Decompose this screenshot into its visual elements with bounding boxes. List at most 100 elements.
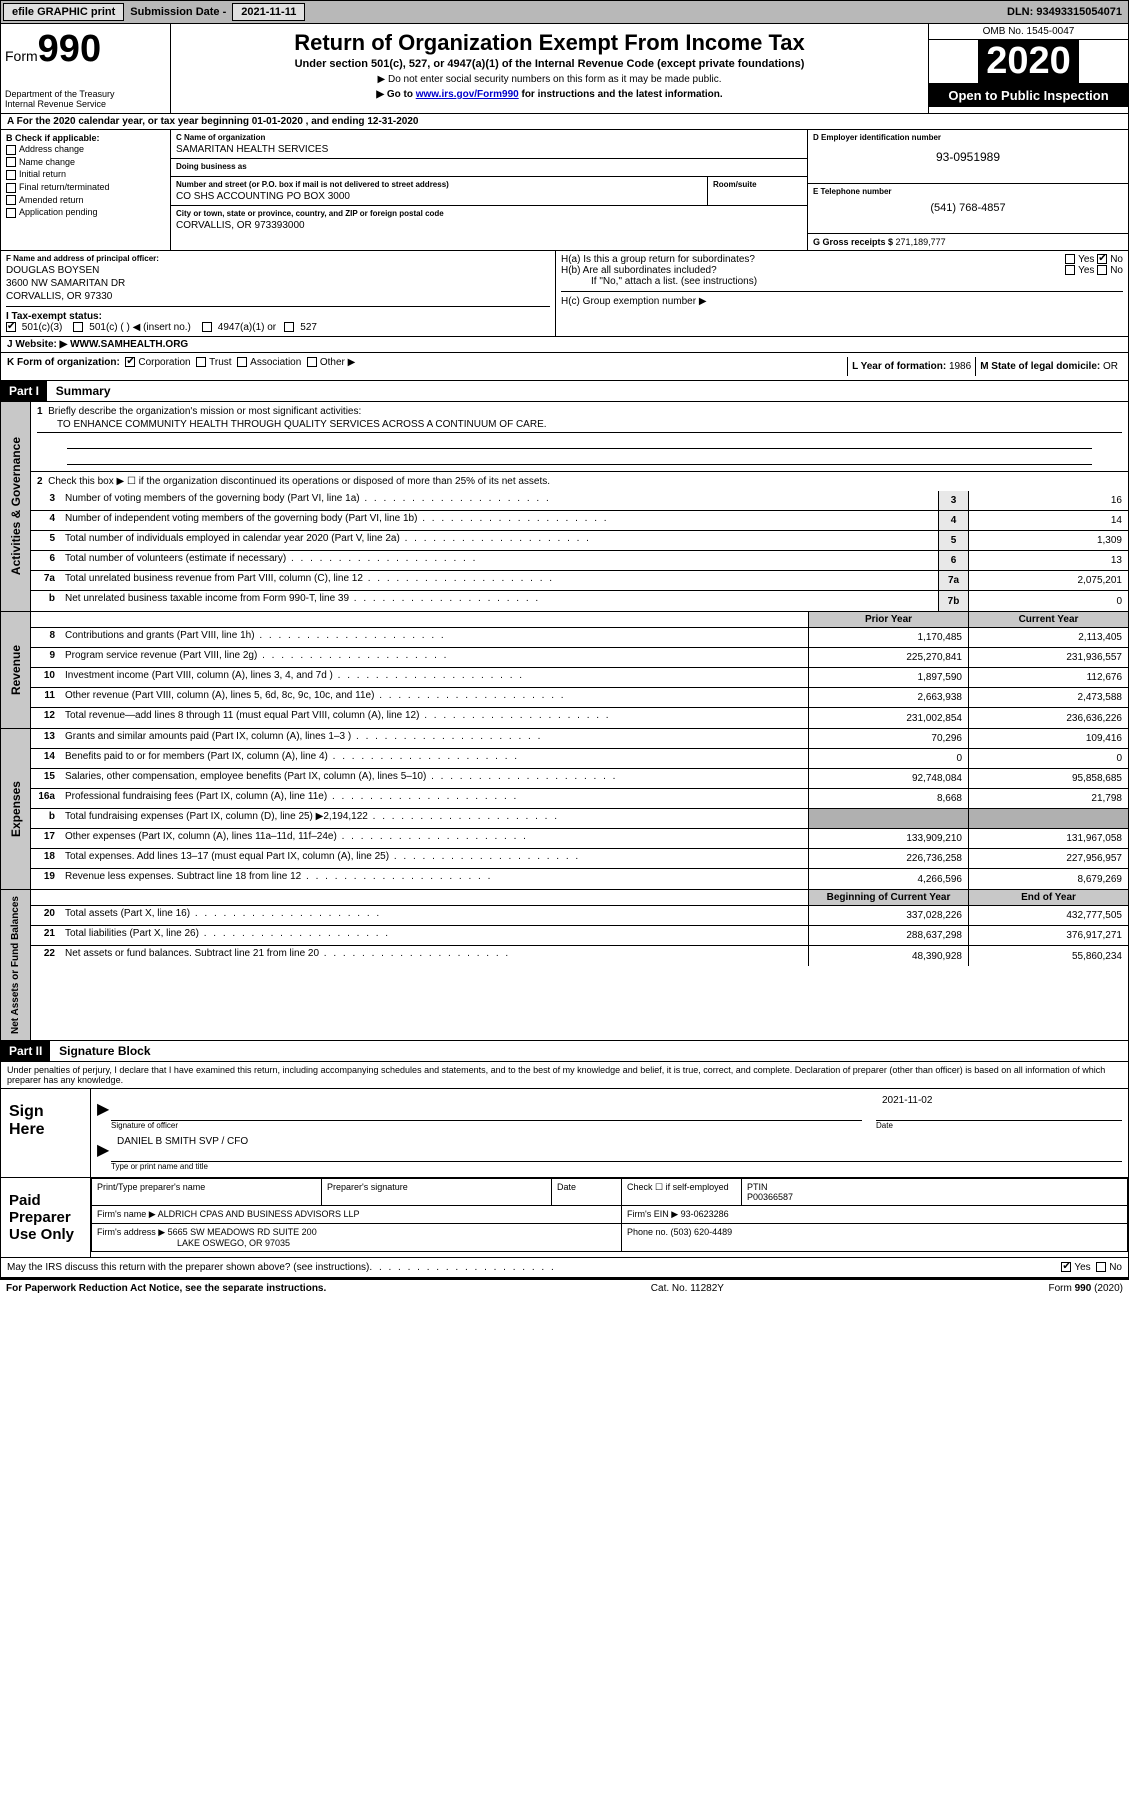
phone-label: E Telephone number (813, 187, 1123, 196)
form-title: Return of Organization Exempt From Incom… (177, 30, 922, 56)
officer-print-name: DANIEL B SMITH SVP / CFO (111, 1136, 248, 1147)
addr-label: Number and street (or P.O. box if mail i… (176, 180, 702, 189)
discuss-no[interactable] (1096, 1262, 1106, 1272)
part2-header: Part II (1, 1041, 50, 1061)
line-22: 22 Net assets or fund balances. Subtract… (31, 946, 1128, 966)
hb-yes[interactable] (1065, 265, 1075, 275)
line-b: b Net unrelated business taxable income … (31, 591, 1128, 611)
cb-4947[interactable] (202, 322, 212, 332)
firm-addr-cell: Firm's address ▶ 5665 SW MEADOWS RD SUIT… (92, 1224, 622, 1252)
submission-date-button[interactable]: 2021-11-11 (232, 3, 305, 21)
line-4: 4 Number of independent voting members o… (31, 511, 1128, 531)
cb-name-change[interactable]: Name change (6, 156, 165, 169)
tax-exempt-label: I Tax-exempt status: (6, 311, 102, 322)
ha-yes[interactable] (1065, 254, 1075, 264)
expenses-section: Expenses 13 Grants and similar amounts p… (0, 729, 1129, 890)
discuss-yes[interactable] (1061, 1262, 1071, 1272)
submission-label: Submission Date - (126, 6, 230, 18)
netassets-section: Net Assets or Fund Balances Beginning of… (0, 890, 1129, 1041)
cb-address-change[interactable]: Address change (6, 143, 165, 156)
cb-application-pending[interactable]: Application pending (6, 206, 165, 219)
irs-discuss-row: May the IRS discuss this return with the… (0, 1258, 1129, 1278)
netassets-vlabel: Net Assets or Fund Balances (8, 890, 23, 1040)
firm-phone-cell: Phone no. (503) 620-4489 (622, 1224, 1128, 1252)
footer-left: For Paperwork Reduction Act Notice, see … (6, 1283, 326, 1294)
dba-value (176, 171, 802, 173)
form-header: Form990 Department of the Treasury Inter… (0, 24, 1129, 114)
current-year-header: Current Year (968, 612, 1128, 627)
line-16a: 16a Professional fundraising fees (Part … (31, 789, 1128, 809)
line-8: 8 Contributions and grants (Part VIII, l… (31, 628, 1128, 648)
prior-year-header: Prior Year (808, 612, 968, 627)
dept-label: Department of the Treasury Internal Reve… (5, 89, 166, 109)
cb-501c3[interactable] (6, 322, 16, 332)
cb-final-return[interactable]: Final return/terminated (6, 181, 165, 194)
ein-label: D Employer identification number (813, 133, 1123, 142)
phone-value: (541) 768-4857 (813, 196, 1123, 214)
org-name: SAMARITAN HEALTH SERVICES (176, 142, 802, 155)
k-row: K Form of organization: Corporation Trus… (0, 353, 1129, 381)
hb-label: H(b) Are all subordinates included? (561, 265, 1065, 276)
checkbox-header: B Check if applicable: (6, 133, 100, 143)
officer-name: DOUGLAS BOYSEN (6, 263, 550, 276)
perjury-text: Under penalties of perjury, I declare th… (0, 1062, 1129, 1089)
sig-caption: Signature of officer (97, 1121, 862, 1130)
sign-here-section: Sign Here ▶ Signature of officer 2021-11… (0, 1089, 1129, 1178)
instructions-link[interactable]: www.irs.gov/Form990 (416, 89, 519, 100)
line-11: 11 Other revenue (Part VIII, column (A),… (31, 688, 1128, 708)
state-domicile: OR (1103, 361, 1118, 372)
governance-vlabel: Activities & Governance (7, 431, 25, 581)
hb-note: If "No," attach a list. (see instruction… (561, 276, 1123, 287)
line2-text: Check this box ▶ ☐ if the organization d… (48, 476, 550, 487)
efile-button[interactable]: efile GRAPHIC print (3, 3, 124, 21)
line-12: 12 Total revenue—add lines 8 through 11 … (31, 708, 1128, 728)
gross-value: 271,189,777 (896, 237, 946, 247)
cb-other[interactable] (307, 357, 317, 367)
ha-label: H(a) Is this a group return for subordin… (561, 254, 1065, 265)
line-6: 6 Total number of volunteers (estimate i… (31, 551, 1128, 571)
paid-preparer-label: Paid Preparer Use Only (1, 1178, 91, 1257)
officer-label: F Name and address of principal officer: (6, 254, 550, 263)
date-caption: Date (862, 1121, 1122, 1130)
line-20: 20 Total assets (Part X, line 16) 337,02… (31, 906, 1128, 926)
sig-date: 2021-11-02 (876, 1095, 932, 1106)
cb-527[interactable] (284, 322, 294, 332)
prep-date-header: Date (552, 1179, 622, 1206)
hb-no[interactable] (1097, 265, 1107, 275)
cb-corporation[interactable] (125, 357, 135, 367)
website-row: J Website: ▶ WWW.SAMHEALTH.ORG (0, 337, 1129, 353)
city-label: City or town, state or province, country… (176, 209, 802, 218)
officer-addr2: CORVALLIS, OR 97330 (6, 289, 550, 302)
dln-label: DLN: 93493315054071 (1007, 6, 1128, 18)
firm-ein-cell: Firm's EIN ▶ 93-0623286 (622, 1206, 1128, 1224)
line-18: 18 Total expenses. Add lines 13–17 (must… (31, 849, 1128, 869)
open-to-public: Open to Public Inspection (929, 84, 1128, 107)
line-21: 21 Total liabilities (Part X, line 26) 2… (31, 926, 1128, 946)
part2-title: Signature Block (53, 1044, 150, 1058)
line-19: 19 Revenue less expenses. Subtract line … (31, 869, 1128, 889)
line-17: 17 Other expenses (Part IX, column (A), … (31, 829, 1128, 849)
begin-year-header: Beginning of Current Year (808, 890, 968, 905)
cb-trust[interactable] (196, 357, 206, 367)
website-url[interactable]: WWW.SAMHEALTH.ORG (70, 339, 188, 350)
cb-initial-return[interactable]: Initial return (6, 168, 165, 181)
revenue-section: Revenue Prior Year Current Year 8 Contri… (0, 612, 1129, 729)
note-ssn: ▶ Do not enter social security numbers o… (177, 74, 922, 85)
room-label: Room/suite (713, 180, 802, 189)
line-5: 5 Total number of individuals employed i… (31, 531, 1128, 551)
revenue-vlabel: Revenue (7, 639, 25, 701)
row-a-tax-year: A For the 2020 calendar year, or tax yea… (0, 114, 1129, 130)
dba-label: Doing business as (176, 162, 802, 171)
part1-title: Summary (50, 384, 111, 398)
hc-label: H(c) Group exemption number ▶ (561, 291, 1123, 307)
top-bar: efile GRAPHIC print Submission Date - 20… (0, 0, 1129, 24)
officer-row: F Name and address of principal officer:… (0, 251, 1129, 337)
line-b: b Total fundraising expenses (Part IX, c… (31, 809, 1128, 829)
cb-amended-return[interactable]: Amended return (6, 194, 165, 207)
org-name-label: C Name of organization (176, 133, 802, 142)
tax-year: 2020 (978, 40, 1079, 83)
ha-no[interactable] (1097, 254, 1107, 264)
mission-text: TO ENHANCE COMMUNITY HEALTH THROUGH QUAL… (37, 417, 1122, 433)
cb-association[interactable] (237, 357, 247, 367)
cb-501c[interactable] (73, 322, 83, 332)
